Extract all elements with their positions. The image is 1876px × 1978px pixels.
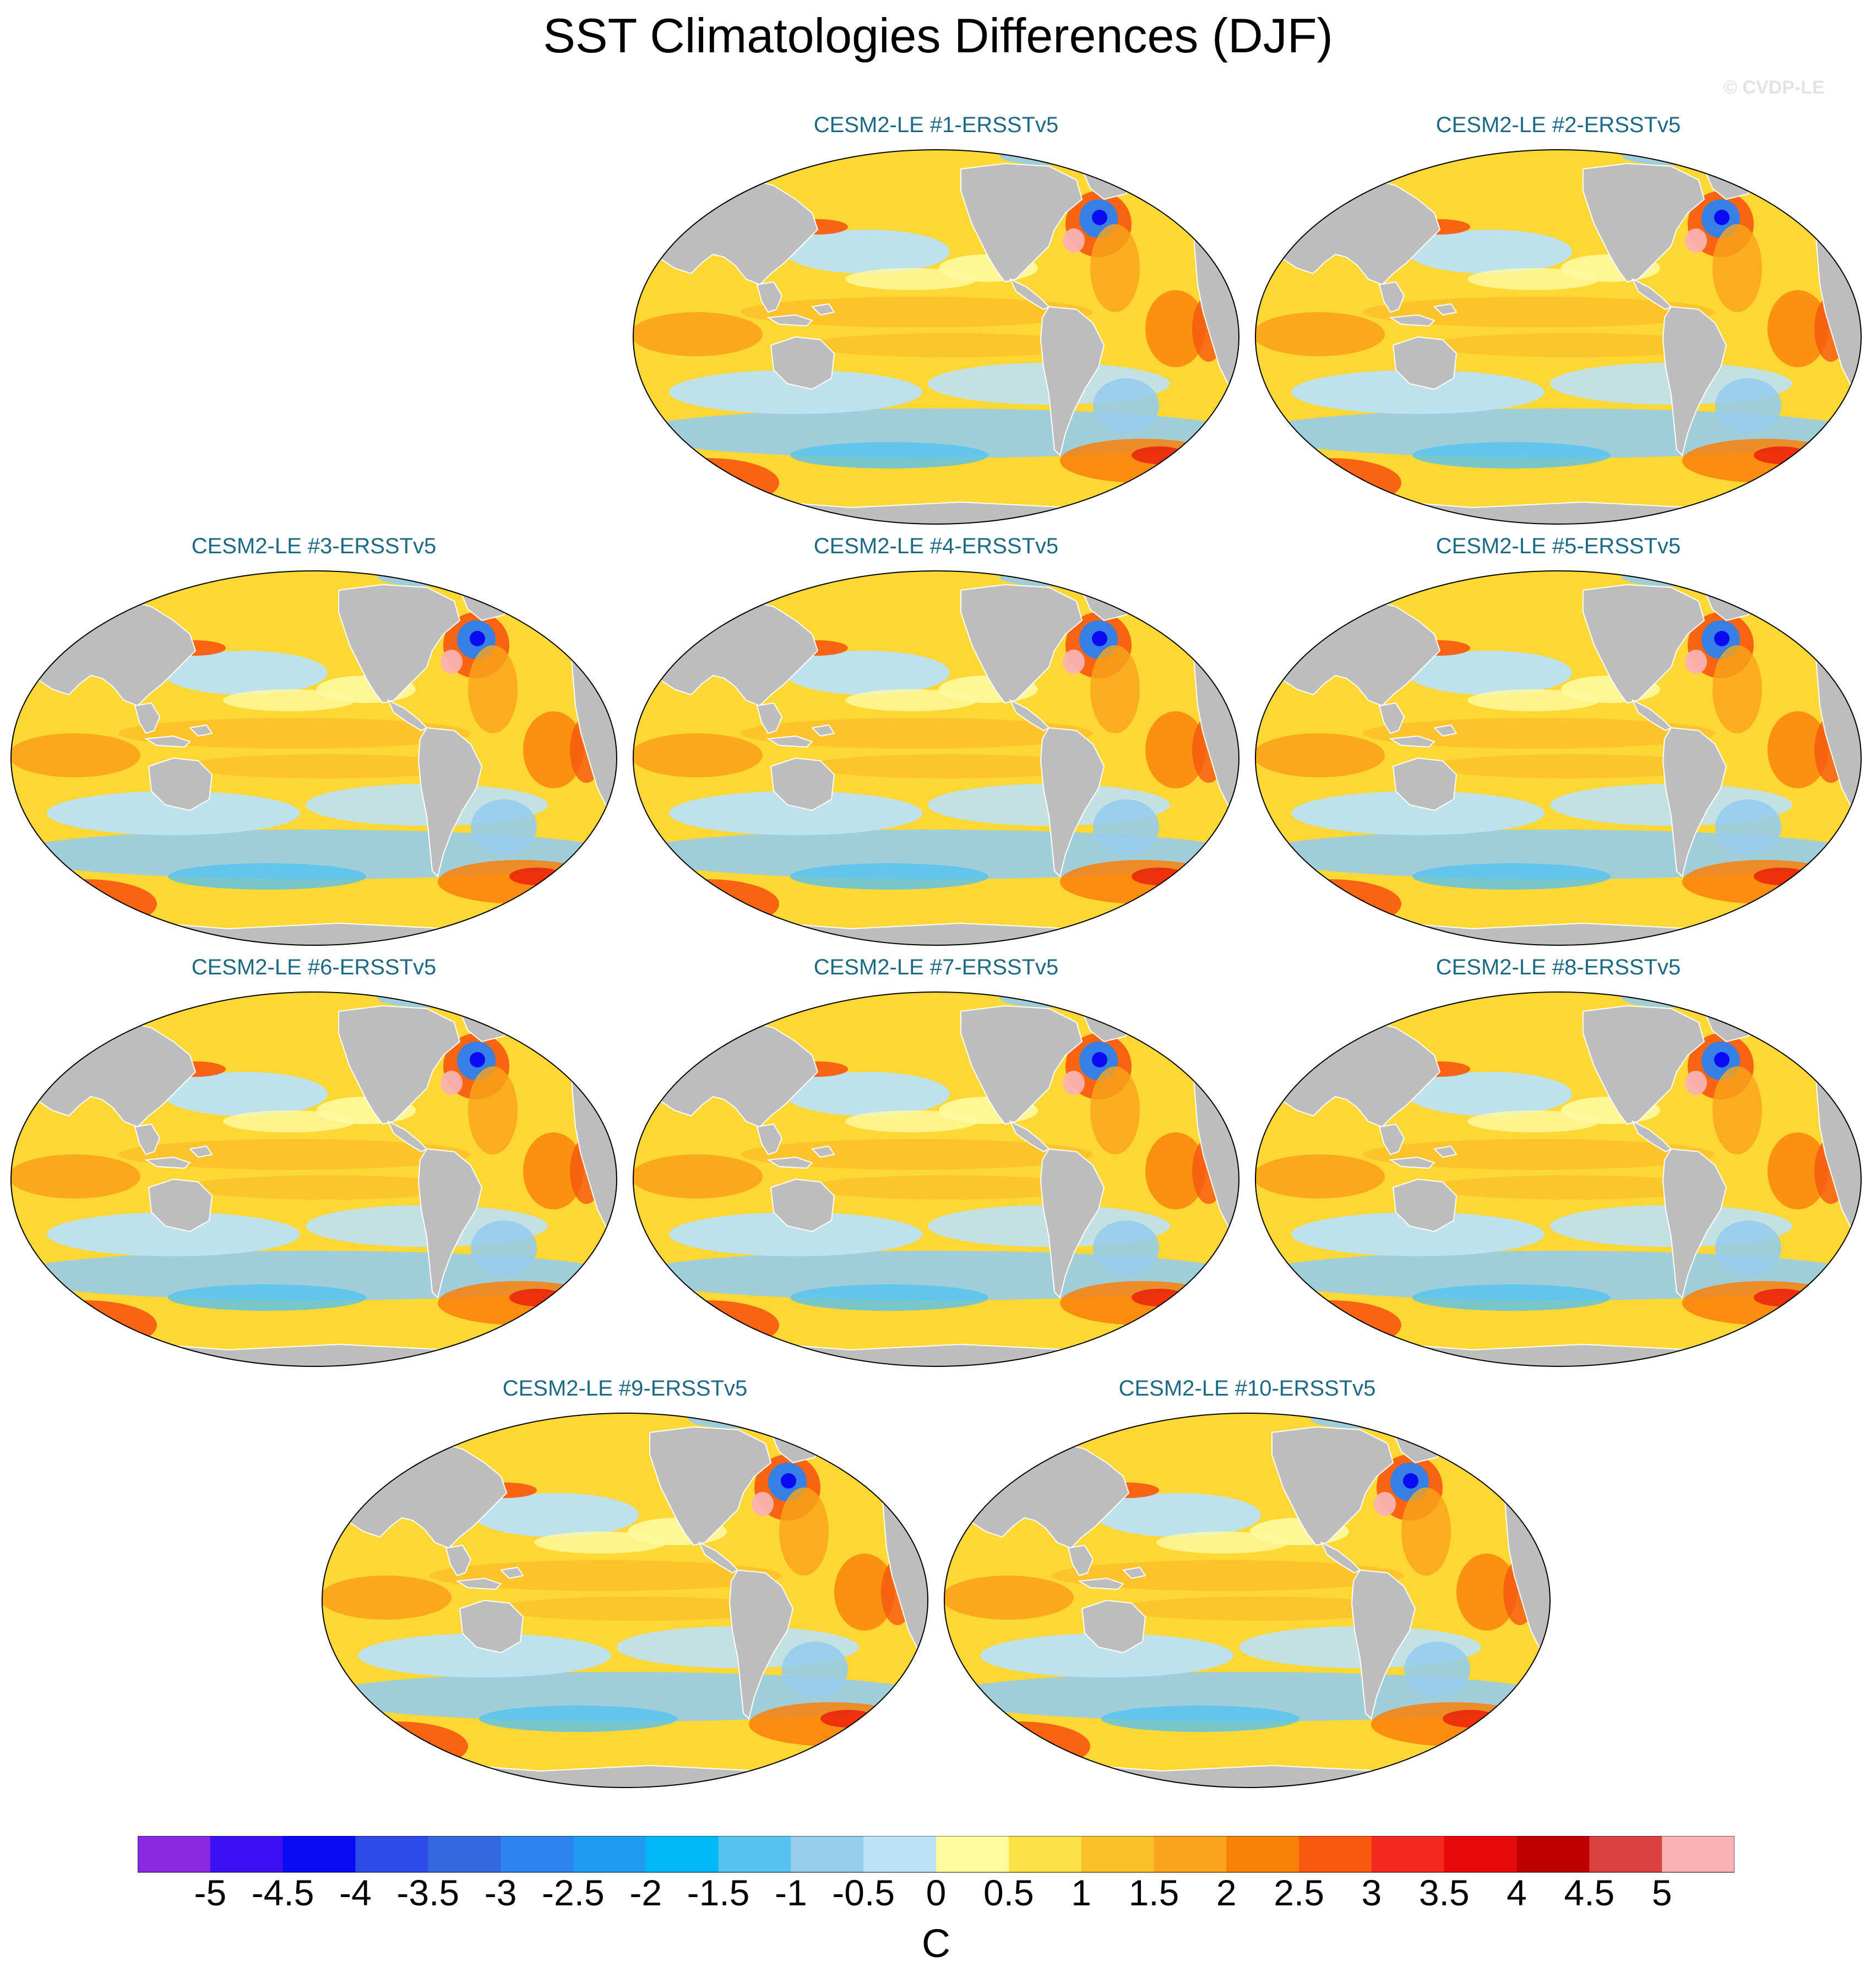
colorbar-tick-label: -3.5 (396, 1872, 460, 1913)
panel-title: CESM2-LE #6-ERSSTv5 (191, 955, 437, 979)
figure-title: SST Climatologies Differences (DJF) (543, 8, 1333, 63)
colorbar-tick-label: -4.5 (251, 1872, 314, 1913)
colorbar-tick-label: 1 (1071, 1872, 1091, 1913)
colorbar-swatch (1371, 1836, 1445, 1872)
colorbar-swatch (1008, 1836, 1082, 1872)
colorbar-swatch (1444, 1836, 1518, 1872)
world-map (10, 991, 617, 1367)
colorbar-swatch (863, 1836, 937, 1872)
colorbar-swatch (210, 1836, 284, 1872)
colorbar-tick-label: 3.5 (1418, 1872, 1470, 1913)
colorbar-tick-label: -2.5 (542, 1872, 605, 1913)
colorbar-swatch (1516, 1836, 1590, 1872)
map-panel: CESM2-LE #8-ERSSTv5 (1253, 955, 1864, 1367)
panel-title: CESM2-LE #3-ERSSTv5 (191, 534, 437, 558)
panel-title: CESM2-LE #2-ERSSTv5 (1435, 113, 1681, 137)
colorbar-tick-label: 4 (1507, 1872, 1527, 1913)
colorbar-tick-label: -1 (775, 1872, 807, 1913)
map-panel: CESM2-LE #4-ERSSTv5 (630, 534, 1242, 946)
panel-title: CESM2-LE #1-ERSSTv5 (813, 113, 1059, 137)
map-panel: CESM2-LE #7-ERSSTv5 (630, 955, 1242, 1367)
colorbar-swatch (282, 1836, 356, 1872)
map-panel: CESM2-LE #9-ERSSTv5 (319, 1376, 931, 1788)
colorbar-units: C (922, 1922, 950, 1966)
colorbar-swatch (1154, 1836, 1227, 1872)
map-panel: CESM2-LE #6-ERSSTv5 (8, 955, 619, 1367)
panel-title: CESM2-LE #9-ERSSTv5 (502, 1376, 748, 1401)
colorbar-tick-label: -3 (484, 1872, 517, 1913)
colorbar-swatch (1589, 1836, 1662, 1872)
colorbar-swatch (138, 1836, 211, 1872)
colorbar-tick-label: 1.5 (1128, 1872, 1179, 1913)
world-map (633, 991, 1239, 1367)
copyright-label: © CVDP-LE (1723, 77, 1825, 98)
colorbar-tick-label: 0 (926, 1872, 947, 1913)
colorbar-tick-label: -2 (629, 1872, 662, 1913)
colorbar-tick-label: 5 (1651, 1872, 1672, 1913)
panel-title: CESM2-LE #4-ERSSTv5 (813, 534, 1059, 558)
map-panel: CESM2-LE #10-ERSSTv5 (942, 1376, 1553, 1788)
colorbar-swatch (791, 1836, 864, 1872)
map-panel: CESM2-LE #2-ERSSTv5 (1253, 113, 1864, 525)
colorbar-swatch (501, 1836, 574, 1872)
map-panel: CESM2-LE #1-ERSSTv5 (630, 113, 1242, 525)
world-map (1255, 570, 1862, 946)
colorbar-swatch (1662, 1836, 1734, 1872)
colorbar-swatch (645, 1836, 719, 1872)
map-panel: CESM2-LE #3-ERSSTv5 (8, 534, 619, 946)
colorbar-swatch (718, 1836, 791, 1872)
world-map (633, 149, 1239, 525)
colorbar-swatch (1299, 1836, 1372, 1872)
colorbar-tick-label: 2.5 (1274, 1872, 1324, 1913)
colorbar-tick-label: -1.5 (687, 1872, 750, 1913)
colorbar-swatch (1226, 1836, 1299, 1872)
colorbar-tick-label: 0.5 (983, 1872, 1034, 1913)
panel-title: CESM2-LE #8-ERSSTv5 (1435, 955, 1681, 979)
colorbar-tick-label: -0.5 (832, 1872, 895, 1913)
colorbar-tick-label: -4 (339, 1872, 372, 1913)
world-map (633, 570, 1239, 946)
colorbar-swatch (428, 1836, 501, 1872)
world-map (944, 1413, 1551, 1788)
colorbar-swatch (573, 1836, 646, 1872)
panel-title: CESM2-LE #7-ERSSTv5 (813, 955, 1059, 979)
world-map (1255, 991, 1862, 1367)
colorbar-tick-label: 4.5 (1564, 1872, 1615, 1913)
panel-title: CESM2-LE #10-ERSSTv5 (1118, 1376, 1376, 1401)
colorbar (138, 1836, 1734, 1873)
colorbar-swatch (1081, 1836, 1154, 1872)
world-map (1255, 149, 1862, 525)
colorbar-swatch (936, 1836, 1009, 1872)
panel-title: CESM2-LE #5-ERSSTv5 (1435, 534, 1681, 558)
colorbar-tick-label: -5 (194, 1872, 227, 1913)
world-map (322, 1413, 928, 1788)
colorbar-tick-label: 3 (1361, 1872, 1382, 1913)
colorbar-swatch (355, 1836, 428, 1872)
map-panel: CESM2-LE #5-ERSSTv5 (1253, 534, 1864, 946)
colorbar-tick-label: 2 (1216, 1872, 1237, 1913)
world-map (10, 570, 617, 946)
